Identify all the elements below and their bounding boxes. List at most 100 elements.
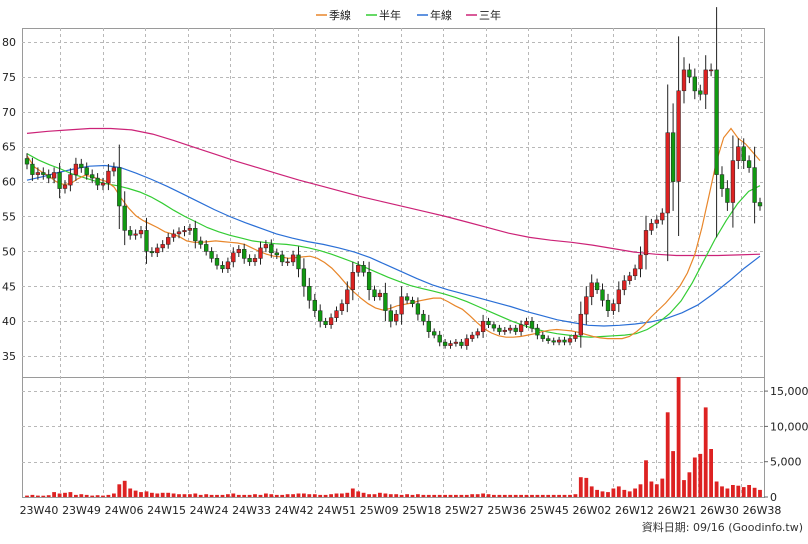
volume-bar bbox=[95, 495, 100, 497]
volume-bar bbox=[600, 491, 605, 497]
candle-body bbox=[388, 310, 393, 322]
volume-bar bbox=[90, 495, 95, 497]
candle-body bbox=[584, 296, 589, 315]
candle-body bbox=[171, 233, 176, 238]
volume-bar bbox=[63, 492, 67, 497]
volume-bar bbox=[497, 494, 502, 497]
candle-body bbox=[556, 339, 562, 343]
candle-body bbox=[334, 310, 339, 318]
price-axis: 35 40 45 50 55 60 65 70 75 80 bbox=[2, 36, 16, 363]
candle-body bbox=[529, 320, 535, 329]
volume-bar bbox=[627, 491, 632, 497]
candle-body bbox=[605, 299, 611, 311]
candle-body bbox=[220, 265, 225, 270]
volume-bar bbox=[519, 494, 523, 497]
x-tick-label: 25W45 bbox=[530, 504, 569, 517]
candle-body bbox=[437, 334, 442, 343]
candle-body bbox=[714, 69, 719, 175]
candle-body bbox=[318, 310, 323, 322]
candle-body bbox=[518, 324, 524, 332]
volume-bar bbox=[220, 494, 225, 497]
volume-bar bbox=[367, 494, 371, 497]
volume-bar bbox=[752, 487, 757, 497]
volume-bar bbox=[204, 494, 209, 497]
candle-body bbox=[323, 320, 328, 325]
volume-bar bbox=[589, 486, 594, 497]
candle-body bbox=[90, 174, 95, 179]
volume-bar bbox=[747, 485, 751, 497]
candle-body bbox=[204, 244, 209, 252]
candle-body bbox=[187, 228, 193, 231]
volume-bar bbox=[703, 407, 708, 497]
volume-bar bbox=[258, 494, 263, 497]
volume-bar bbox=[79, 494, 84, 497]
volume-bar bbox=[595, 489, 599, 497]
candle-body bbox=[654, 219, 659, 224]
price-tick-label: 35 bbox=[2, 350, 16, 363]
volume-bar bbox=[432, 494, 437, 497]
candle-body bbox=[757, 202, 763, 207]
volume-bar bbox=[665, 412, 670, 497]
volume-bar bbox=[296, 493, 301, 497]
volume-bar bbox=[101, 495, 105, 497]
candle-body bbox=[725, 188, 730, 203]
volume-bar bbox=[638, 484, 643, 497]
candle-body bbox=[567, 338, 573, 343]
candle-body bbox=[638, 254, 643, 270]
candle-body bbox=[627, 275, 632, 281]
x-tick-label: 26W12 bbox=[615, 504, 654, 517]
volume-bar bbox=[622, 489, 627, 497]
volume-bar bbox=[57, 493, 62, 497]
candle-body bbox=[100, 182, 106, 186]
candle-body bbox=[508, 327, 513, 331]
candle-body bbox=[573, 334, 578, 339]
x-tick-label: 25W27 bbox=[445, 504, 484, 517]
candle-body bbox=[35, 172, 41, 175]
volume-bar bbox=[144, 491, 149, 497]
ma-year-line bbox=[26, 164, 761, 327]
candle-body bbox=[57, 172, 62, 189]
candle-body bbox=[426, 320, 431, 332]
candle-body bbox=[79, 163, 84, 168]
x-tick-label: 24W33 bbox=[232, 504, 271, 517]
candle-body bbox=[410, 299, 415, 304]
x-tick-label: 25W09 bbox=[360, 504, 399, 517]
volume-bar bbox=[46, 495, 51, 497]
candle-body bbox=[296, 254, 301, 270]
volume-bar bbox=[334, 493, 339, 497]
volume-bar bbox=[454, 494, 458, 497]
price-tick-label: 50 bbox=[2, 245, 16, 258]
volume-bar bbox=[698, 453, 703, 497]
ma-half-line bbox=[26, 153, 761, 338]
candle-body bbox=[231, 252, 236, 263]
candle-body bbox=[746, 160, 752, 168]
volume-plot-frame bbox=[22, 377, 765, 498]
candle-body bbox=[193, 228, 198, 242]
candle-body bbox=[155, 247, 160, 254]
volume-bar bbox=[345, 492, 350, 497]
price-tick-label: 75 bbox=[2, 71, 16, 84]
volume-bar bbox=[329, 494, 333, 497]
volume-bar bbox=[644, 460, 648, 497]
volume-bar bbox=[350, 488, 355, 497]
volume-bars bbox=[25, 377, 762, 497]
candle-body bbox=[616, 289, 621, 305]
volume-bar bbox=[302, 493, 306, 497]
volume-bar bbox=[394, 494, 399, 497]
candle-body bbox=[84, 167, 89, 175]
legend-label: 年線 bbox=[430, 8, 452, 22]
volume-bar bbox=[692, 457, 697, 497]
volume-bar bbox=[264, 493, 268, 497]
volume-bar bbox=[540, 494, 545, 497]
candle-body bbox=[698, 90, 703, 95]
volume-bar bbox=[573, 494, 578, 497]
candle-body bbox=[594, 282, 600, 291]
volume-bar bbox=[437, 494, 442, 497]
volume-bar bbox=[682, 480, 686, 497]
x-tick-label: 24W24 bbox=[190, 504, 229, 517]
candle-body bbox=[117, 167, 122, 207]
candle-body bbox=[111, 167, 117, 172]
candle-body bbox=[62, 184, 68, 189]
volume-bar bbox=[323, 494, 328, 497]
